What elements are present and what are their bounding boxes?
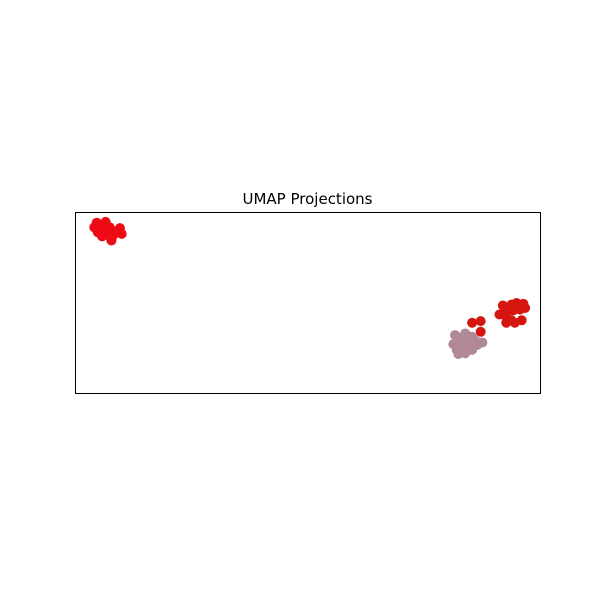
scatter-point-cluster-2-16 — [475, 316, 486, 327]
plot-frame — [75, 212, 541, 394]
scatter-point-cluster-2-9 — [508, 305, 519, 316]
scatter-point-cluster-2-14 — [516, 315, 527, 326]
scatter-point-cluster-2-18 — [501, 311, 512, 322]
scatter-point-cluster-1-14 — [101, 229, 112, 240]
plot-points — [89, 216, 531, 360]
scatter-point-cluster-2-7 — [520, 302, 531, 313]
chart-title: UMAP Projections — [243, 190, 373, 208]
scatter-point-cluster-2-15 — [467, 317, 478, 328]
scatter-point-cluster-1-13 — [111, 226, 122, 237]
scatter-point-cluster-3-16 — [472, 339, 483, 350]
scatter-point-cluster-2-17 — [475, 326, 486, 337]
scatter-point-cluster-3-15 — [463, 340, 474, 351]
